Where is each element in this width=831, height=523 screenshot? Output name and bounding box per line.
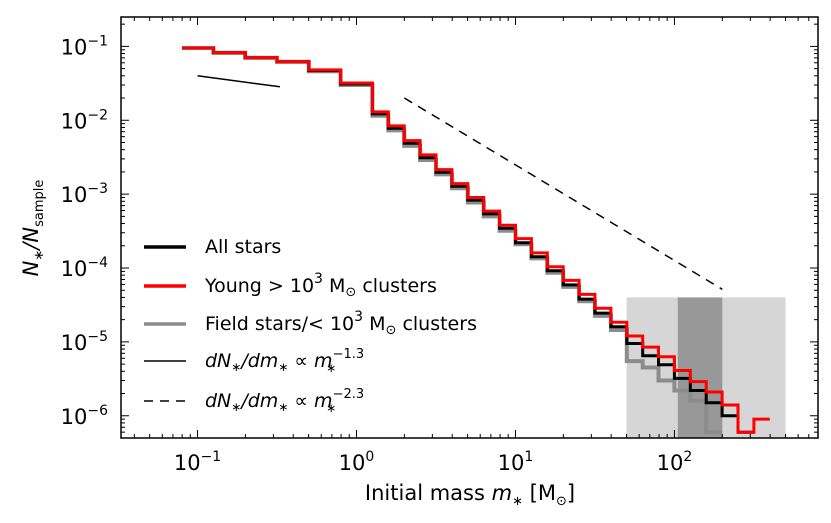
region-dark bbox=[677, 297, 723, 438]
x-axis-label-text: Initial mass bbox=[365, 481, 492, 505]
series-layer bbox=[182, 46, 770, 435]
y-tick-label: 10−3 bbox=[61, 181, 108, 207]
y-tick-label: 10−6 bbox=[61, 403, 108, 429]
legend-label-slope-1: dN∗/dm∗ ∝ m−1.3 ∗ bbox=[205, 347, 364, 375]
legend-label-field: Field stars/< 103 M⊙ clusters bbox=[205, 309, 477, 338]
y-tick-label: 10−4 bbox=[61, 255, 108, 281]
legend-label-slope-2: dN∗/dm∗ ∝ m−2.3 ∗ bbox=[205, 387, 364, 415]
series-line-2 bbox=[182, 46, 770, 434]
reference-lines bbox=[197, 75, 723, 290]
y-tick-label: 10−1 bbox=[61, 33, 108, 59]
y-tick-label: 10−5 bbox=[61, 329, 108, 355]
legend-label-young: Young > 103 M⊙ clusters bbox=[204, 271, 437, 300]
reference-line-0 bbox=[197, 75, 281, 88]
y-tick-label: 10−2 bbox=[61, 107, 108, 133]
x-tick-label: 102 bbox=[657, 449, 693, 475]
x-axis-label-var: m bbox=[492, 481, 512, 505]
y-axis-label-over: /N bbox=[19, 227, 43, 252]
x-tick-label: 100 bbox=[339, 449, 375, 475]
y-axis-label-star: ∗ bbox=[32, 250, 47, 261]
legend-label-all-stars: All stars bbox=[205, 236, 281, 258]
y-axis-label-sample: sample bbox=[32, 180, 47, 227]
axis-ticks: 10−1 100 101 102 10−6 10−5 10−4 10−3 10−2 10−1 bbox=[61, 17, 819, 475]
reference-line-1 bbox=[403, 97, 723, 290]
x-axis-label-sub: ∗ bbox=[512, 494, 523, 509]
x-axis-label-sun: ⊙ bbox=[556, 494, 567, 509]
x-axis-label-unit: [M bbox=[523, 481, 556, 505]
x-tick-label: 10−1 bbox=[174, 449, 221, 475]
y-axis-label: N∗/Nsample bbox=[19, 180, 47, 277]
x-axis-label: Initial mass m∗ [M⊙] bbox=[365, 481, 575, 509]
x-axis-label-close: ] bbox=[567, 481, 575, 505]
legend: All stars Young > 103 M⊙ clusters Field … bbox=[144, 236, 477, 415]
y-axis-label-n: N bbox=[19, 260, 43, 276]
plot-frame bbox=[120, 16, 819, 439]
x-tick-label: 101 bbox=[498, 449, 534, 475]
